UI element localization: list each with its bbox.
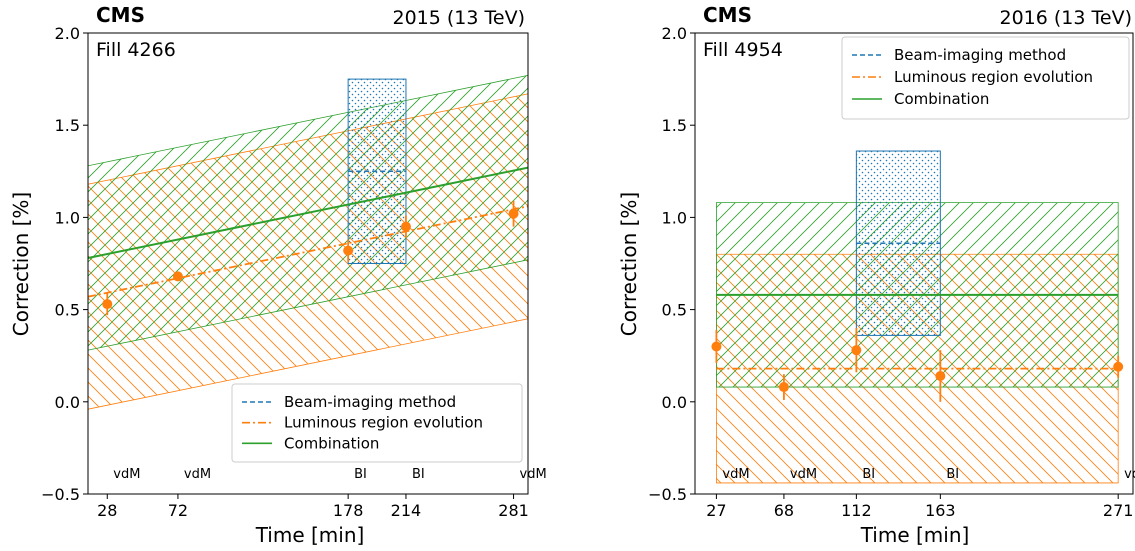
fill-label: Fill 4266 [96,39,176,61]
data-point [711,341,722,352]
y-tick-label: 2.0 [55,24,80,43]
plot-frame [694,32,1134,495]
x-tick-label: 214 [391,501,422,520]
y-tick-label: 1.0 [55,208,80,227]
legend-label: Combination [284,434,379,452]
y-tick-label: 1.5 [55,116,80,135]
y-tick-label: 0.0 [55,393,80,412]
y-tick-label: 0.5 [55,301,80,320]
y-tick-label: −0.5 [648,485,687,504]
chart-panel-2015: CMS 2015 (13 TeV) Fill 4266 Correction [… [9,3,547,547]
scan-annotation: vdM [1124,467,1135,482]
combination-line [87,166,529,259]
x-tick-label: 271 [1103,501,1134,520]
x-tick-label: 281 [498,501,529,520]
x-tick-label: 112 [841,501,872,520]
x-tick-label: 68 [774,501,794,520]
scan-annotation: BI [354,467,367,482]
scan-annotation: vdM [520,467,547,482]
y-tick-label: 1.5 [662,116,687,135]
scan-annotation: BI [946,467,959,482]
chart-panel-2016: CMS 2016 (13 TeV) Fill 4954 Correction [… [617,3,1135,547]
legend-label: Luminous region evolution [894,68,1093,86]
data-point [343,245,354,256]
y-tick-label: 0.5 [662,301,687,320]
x-tick-label: 163 [925,501,956,520]
scan-annotation: vdM [790,467,817,482]
legend-label: Luminous region evolution [284,414,483,432]
scan-annotation: vdM [113,467,140,482]
scan-annotation: BI [412,467,425,482]
experiment-label: CMS [703,3,752,27]
legend-label: Beam-imaging method [284,393,456,411]
data-point [778,382,789,393]
energy-label: 2016 (13 TeV) [1000,7,1133,29]
x-tick-label: 72 [168,501,188,520]
legend-box [841,36,1130,120]
energy-label: 2015 (13 TeV) [393,7,526,29]
data-point [851,345,862,356]
data-point [935,370,946,381]
y-axis-label: Correction [%] [9,192,33,336]
x-tick-label: 178 [333,501,364,520]
legend-label: Combination [894,90,989,108]
x-axis-label: Time [min] [860,523,970,547]
data-point [400,221,411,232]
x-tick-label: 28 [97,501,117,520]
x-axis-label: Time [min] [255,523,365,547]
scan-annotation: vdM [184,467,211,482]
legend-label: Beam-imaging method [894,46,1066,64]
y-tick-label: 2.0 [662,24,687,43]
data-point [508,208,519,219]
luminous-region-line [87,205,529,298]
plot-area [711,150,1124,484]
legend: Beam-imaging method Luminous region evolu… [841,36,1130,120]
plot-area [87,74,529,410]
legend: Beam-imaging method Luminous region evolu… [231,383,523,463]
x-tick-label: 27 [706,501,726,520]
data-point [102,299,113,310]
y-tick-label: −0.5 [41,485,80,504]
y-tick-label: 1.0 [662,208,687,227]
data-point [1113,361,1124,372]
y-axis-label: Correction [%] [617,192,641,336]
fill-label: Fill 4954 [703,39,783,61]
experiment-label: CMS [96,3,145,27]
data-point [172,271,183,282]
scan-annotation: BI [862,467,875,482]
scan-annotation: vdM [722,467,749,482]
plot-frame [87,32,529,495]
y-tick-label: 0.0 [662,393,687,412]
legend-box [231,383,523,463]
